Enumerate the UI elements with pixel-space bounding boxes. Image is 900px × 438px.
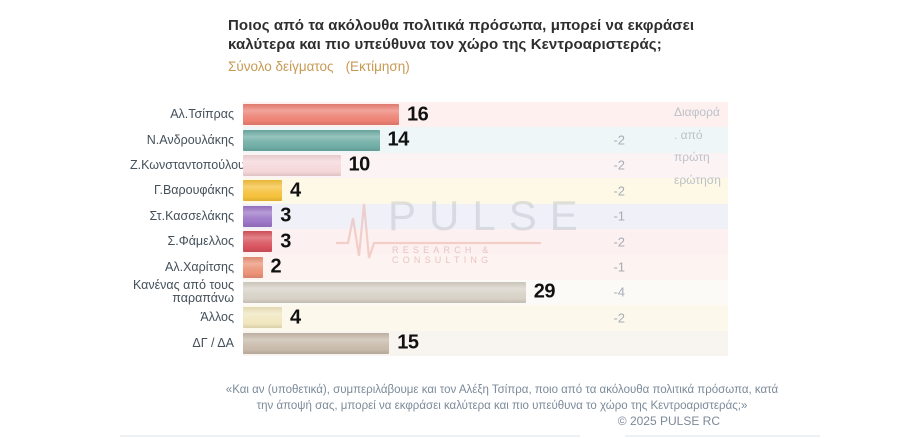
- category-label: Αλ.Τσίπρας: [170, 107, 234, 122]
- diff-value: -2: [613, 234, 625, 250]
- diff-value: -1: [613, 259, 625, 275]
- row-stripe: 4 -2: [243, 305, 728, 331]
- diff-value: -2: [613, 132, 625, 148]
- bar: [243, 231, 273, 253]
- category-label: Ζ.Κωνσταντοπούλου: [130, 157, 245, 172]
- chart-subtitle: Σύνολο δείγματος (Εκτίμηση): [228, 59, 698, 74]
- value-label: 14: [387, 128, 410, 151]
- chart-row: Ζ.Κωνσταντοπούλου 10 -2: [130, 152, 728, 179]
- row-stripe: 15: [243, 330, 728, 356]
- row-stripe: 16: [243, 102, 728, 128]
- bar: [243, 205, 273, 227]
- row-stripe: 29 -4: [243, 279, 728, 306]
- subtitle-sample: Σύνολο δείγματος: [228, 59, 334, 74]
- footnote-quote: «Και αν (υποθετικά), συμπεριλάβουμε και …: [225, 384, 779, 412]
- category-label: Άλλος: [200, 310, 234, 325]
- diff-value: -2: [613, 157, 625, 173]
- value-label: 15: [397, 331, 419, 354]
- diff-value: -2: [613, 183, 625, 199]
- bar: [243, 180, 282, 202]
- chart-row: Σ.Φάμελλος 3 -2: [130, 228, 728, 255]
- value-label: 29: [533, 280, 556, 303]
- value-label: 4: [290, 306, 301, 329]
- diff-value: -4: [613, 284, 625, 300]
- category-label: Ν.Ανδρουλάκης: [146, 132, 234, 147]
- diff-value: -2: [613, 310, 625, 326]
- value-label: 16: [407, 103, 429, 126]
- chart-row: Κανένας από τους παραπάνω 29 -4: [130, 278, 728, 306]
- chart-row: Αλ.Χαρίτσης 2 -1: [130, 254, 728, 280]
- diff-value: -1: [613, 208, 625, 224]
- chart-row: Στ.Κασσελάκης 3 -1: [130, 203, 728, 229]
- chart-row: Γ.Βαρουφάκης 4 -2: [130, 178, 728, 204]
- category-label: Γ.Βαρουφάκης: [153, 183, 234, 198]
- chart-row: Ν.Ανδρουλάκης 14 -2: [130, 127, 728, 153]
- value-label: 4: [290, 179, 301, 202]
- value-label: 3: [280, 204, 291, 227]
- chart-title: Ποιος από τα ακόλουθα πολιτικά πρόσωπα, …: [228, 17, 695, 53]
- category-label: Στ.Κασσελάκης: [149, 208, 234, 223]
- bottom-divider: [120, 435, 580, 437]
- category-label: Αλ.Χαρίτσης: [165, 259, 234, 274]
- chart-row: ΔΓ / ΔΑ 15: [130, 330, 728, 356]
- category-label: Κανένας από τους παραπάνω: [132, 278, 234, 306]
- bar: [243, 154, 341, 176]
- diff-column-header: Διαφορά . από πρώτη ερώτηση: [674, 105, 721, 187]
- bar: [243, 129, 380, 151]
- chart-row: Αλ.Τσίπρας 16: [130, 102, 728, 128]
- category-label: Σ.Φάμελλος: [167, 234, 234, 249]
- category-label: ΔΓ / ΔΑ: [192, 335, 234, 350]
- value-label: 2: [270, 255, 282, 278]
- subtitle-estimate: (Εκτίμηση): [345, 59, 410, 74]
- bar: [243, 332, 390, 354]
- value-label: 3: [280, 230, 291, 253]
- row-stripe: 10 -2: [243, 152, 728, 179]
- bottom-divider: [625, 435, 820, 437]
- title-block: Ποιος από τα ακόλουθα πολιτικά πρόσωπα, …: [228, 16, 698, 74]
- row-stripe: 3 -2: [243, 228, 728, 255]
- copyright-text: © 2025 PULSE RC: [617, 414, 720, 428]
- bar: [243, 256, 263, 278]
- row-stripe: 3 -1: [243, 203, 728, 229]
- row-stripe: 14 -2: [243, 127, 728, 153]
- bar: [243, 307, 282, 329]
- bar: [243, 104, 399, 126]
- bar: [243, 281, 526, 303]
- row-stripe: 4 -2: [243, 178, 728, 204]
- bar-chart: Αλ.Τσίπρας 16 Ν.Ανδρουλάκης 14 -2 Ζ.Κωνσ…: [130, 102, 728, 356]
- chart-row: Άλλος 4 -2: [130, 305, 728, 331]
- row-stripe: 2 -1: [243, 254, 728, 280]
- value-label: 10: [348, 153, 371, 176]
